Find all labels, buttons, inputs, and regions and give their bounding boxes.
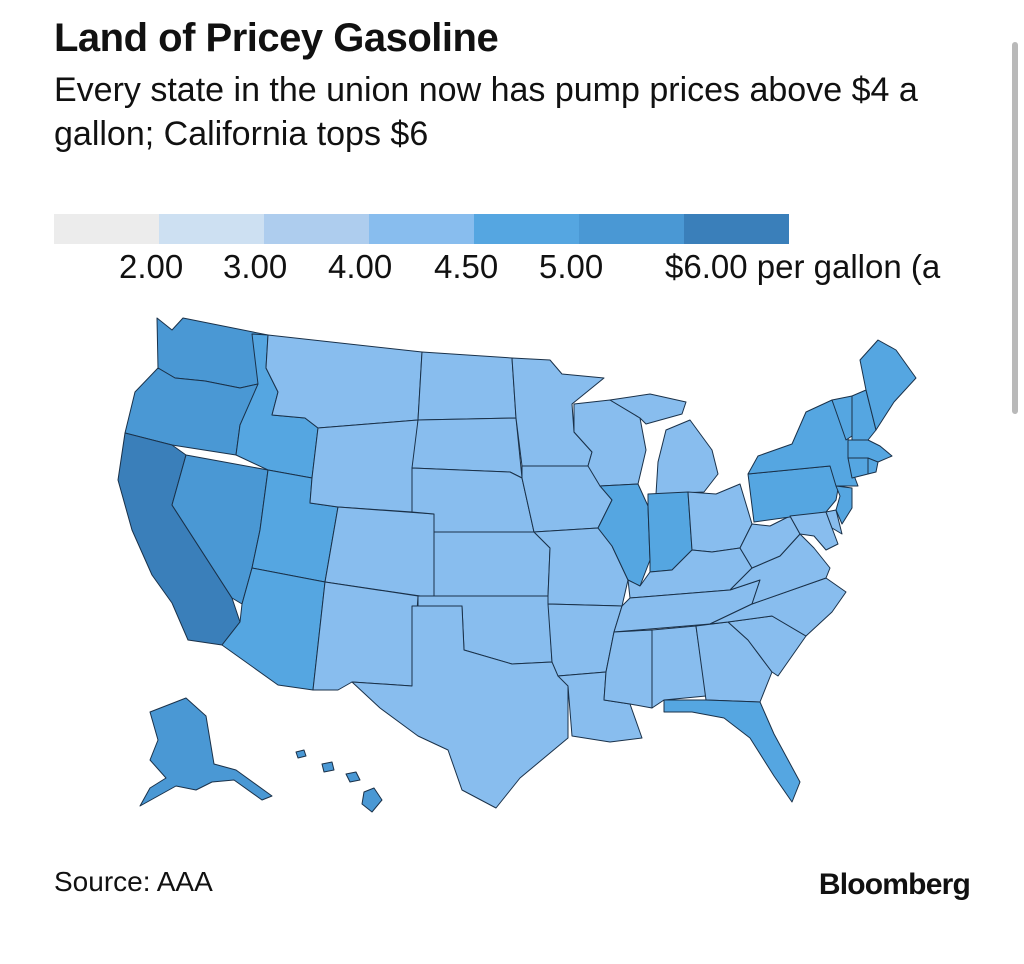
state-maine (859, 339, 917, 431)
legend-labels: 2.00 3.00 4.00 4.50 5.00 $6.00 per gallo… (0, 248, 972, 292)
legend-swatch-2 (264, 214, 369, 244)
legend-label-6: $6.00 per gallon (a (665, 248, 941, 285)
legend-swatch-0 (54, 214, 159, 244)
state-delaware (825, 509, 843, 535)
legend-swatch-1 (159, 214, 264, 244)
legend-swatch-6 (684, 214, 789, 244)
source-note: Source: AAA (54, 866, 213, 897)
state-alabama (651, 625, 707, 709)
state-wyoming (309, 419, 419, 513)
state-hawaii-big (361, 787, 383, 813)
legend-swatch-5 (579, 214, 684, 244)
state-kansas (433, 531, 551, 599)
state-new-hampshire (851, 389, 877, 441)
state-hawaii-maui (345, 771, 361, 783)
state-alaska (139, 697, 273, 807)
scrollbar-thumb[interactable] (1012, 42, 1018, 414)
state-montana (265, 334, 423, 429)
state-hawaii-kauai (295, 749, 307, 759)
legend-label-3: 3.00 (223, 248, 288, 285)
state-connecticut (847, 457, 869, 479)
legend-swatch-3 (369, 214, 474, 244)
legend-label-4: 4.00 (328, 248, 393, 285)
state-florida (663, 699, 801, 803)
bloomberg-logo: Bloomberg (818, 868, 971, 901)
state-hawaii-oahu (321, 761, 335, 773)
chart-title: Land of Pricey Gasoline (54, 16, 499, 60)
state-rhode-island (867, 457, 879, 475)
state-ohio (687, 483, 753, 553)
state-texas (351, 605, 569, 809)
us-gas-price-map (0, 300, 1024, 840)
chart-subtitle: Every state in the union now has pump pr… (54, 71, 918, 153)
legend-label-5: 5.00 (539, 248, 604, 285)
legend-label-2: 2.00 (119, 248, 184, 285)
legend-swatch-4 (474, 214, 579, 244)
state-north-dakota (417, 351, 517, 421)
legend-label-4-5: 4.50 (434, 248, 499, 285)
state-new-jersey (835, 485, 853, 525)
state-new-mexico (312, 581, 419, 691)
color-legend (54, 214, 789, 244)
state-michigan-upper (609, 393, 687, 425)
state-michigan-lower (655, 419, 719, 495)
